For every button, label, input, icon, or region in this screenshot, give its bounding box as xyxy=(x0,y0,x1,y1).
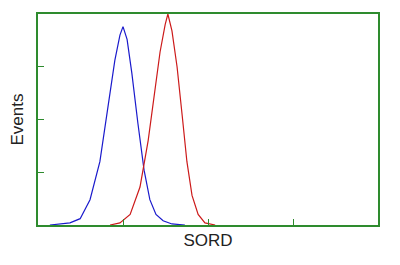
svg-text:Events: Events xyxy=(8,94,27,146)
svg-text:SORD: SORD xyxy=(183,231,232,250)
